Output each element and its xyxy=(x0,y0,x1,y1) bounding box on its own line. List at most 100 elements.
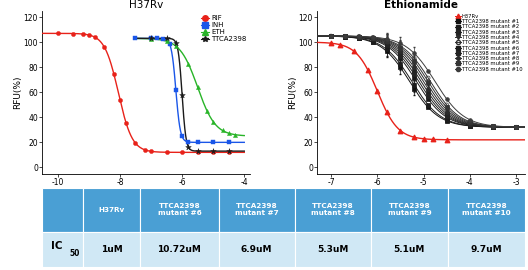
Point xyxy=(327,34,335,38)
Point xyxy=(442,105,451,110)
Point xyxy=(354,35,363,40)
Point xyxy=(327,34,335,38)
Point xyxy=(354,36,363,40)
Point xyxy=(512,125,520,129)
Point xyxy=(396,128,404,133)
Point xyxy=(424,103,432,107)
Point xyxy=(193,149,202,153)
Point xyxy=(327,34,335,38)
Text: TTCA2398
mutant #7: TTCA2398 mutant #7 xyxy=(235,204,279,217)
Point xyxy=(341,34,349,38)
Point xyxy=(396,65,404,70)
Point xyxy=(209,150,218,154)
Point xyxy=(327,34,335,38)
Point xyxy=(442,112,451,116)
Point xyxy=(382,47,391,52)
Point xyxy=(354,34,363,39)
Text: 5.1uM: 5.1uM xyxy=(394,245,425,254)
Point xyxy=(382,109,391,114)
Point xyxy=(218,128,227,133)
Point xyxy=(100,45,109,49)
Point xyxy=(466,122,474,126)
Text: 10.72uM: 10.72uM xyxy=(157,245,201,254)
Point xyxy=(193,140,202,144)
Point xyxy=(327,34,335,38)
Point xyxy=(354,36,363,41)
Point xyxy=(184,62,193,66)
Point xyxy=(512,125,520,129)
Point xyxy=(466,120,474,125)
Point xyxy=(419,137,428,141)
Point xyxy=(369,35,377,39)
Text: 6.9uM: 6.9uM xyxy=(241,245,272,254)
Point xyxy=(396,45,404,50)
Point xyxy=(489,124,497,128)
Text: TTCA2398
mutant #8: TTCA2398 mutant #8 xyxy=(311,204,355,217)
Point xyxy=(489,125,497,129)
Point xyxy=(382,37,391,41)
Point xyxy=(354,35,363,39)
Point xyxy=(442,115,451,119)
Point xyxy=(178,134,186,139)
Point xyxy=(512,125,520,129)
Point xyxy=(410,51,419,56)
Point xyxy=(442,97,451,101)
Point xyxy=(442,108,451,112)
Point xyxy=(354,35,363,39)
Point xyxy=(109,71,118,76)
Point xyxy=(53,31,62,36)
Point xyxy=(369,36,377,41)
Point xyxy=(369,36,377,40)
Point xyxy=(184,144,193,149)
Title: Ethionamide: Ethionamide xyxy=(384,0,458,10)
X-axis label: Log[M]: Log[M] xyxy=(131,188,162,197)
Point xyxy=(489,123,497,128)
Point xyxy=(466,123,474,128)
Point xyxy=(341,34,349,38)
Point xyxy=(327,34,335,38)
Point xyxy=(341,35,349,39)
Point xyxy=(466,124,474,128)
Point xyxy=(172,44,180,48)
Point xyxy=(140,148,149,152)
Text: TTCA2398
mutant #9: TTCA2398 mutant #9 xyxy=(388,204,431,217)
Text: 9.7uM: 9.7uM xyxy=(470,245,502,254)
Point xyxy=(382,39,391,43)
Point xyxy=(442,117,451,122)
Point xyxy=(159,37,168,41)
Y-axis label: RFU(%): RFU(%) xyxy=(13,76,22,109)
Point xyxy=(466,121,474,125)
Bar xyxy=(83,232,140,267)
Point xyxy=(131,36,140,40)
Point xyxy=(410,83,419,87)
Point xyxy=(396,47,404,52)
Point xyxy=(84,33,93,37)
Point xyxy=(396,44,404,48)
Point xyxy=(382,44,391,48)
Point xyxy=(193,85,202,89)
Point xyxy=(489,124,497,129)
Point xyxy=(382,39,391,44)
Point xyxy=(410,65,419,70)
Bar xyxy=(295,232,371,267)
Point xyxy=(424,90,432,94)
Point xyxy=(209,119,218,124)
Bar xyxy=(140,232,219,267)
Point xyxy=(442,103,451,107)
Point xyxy=(165,42,174,46)
Point xyxy=(410,69,419,73)
Point xyxy=(327,34,335,38)
Point xyxy=(466,122,474,126)
Point xyxy=(410,72,419,76)
Point xyxy=(354,35,363,39)
Bar xyxy=(219,188,295,232)
Point xyxy=(327,34,335,38)
Point xyxy=(162,36,171,40)
Point xyxy=(442,138,451,142)
Point xyxy=(327,34,335,38)
Point xyxy=(466,120,474,124)
Point xyxy=(209,140,218,144)
Point xyxy=(382,42,391,47)
Point xyxy=(424,76,432,80)
Point xyxy=(489,125,497,129)
